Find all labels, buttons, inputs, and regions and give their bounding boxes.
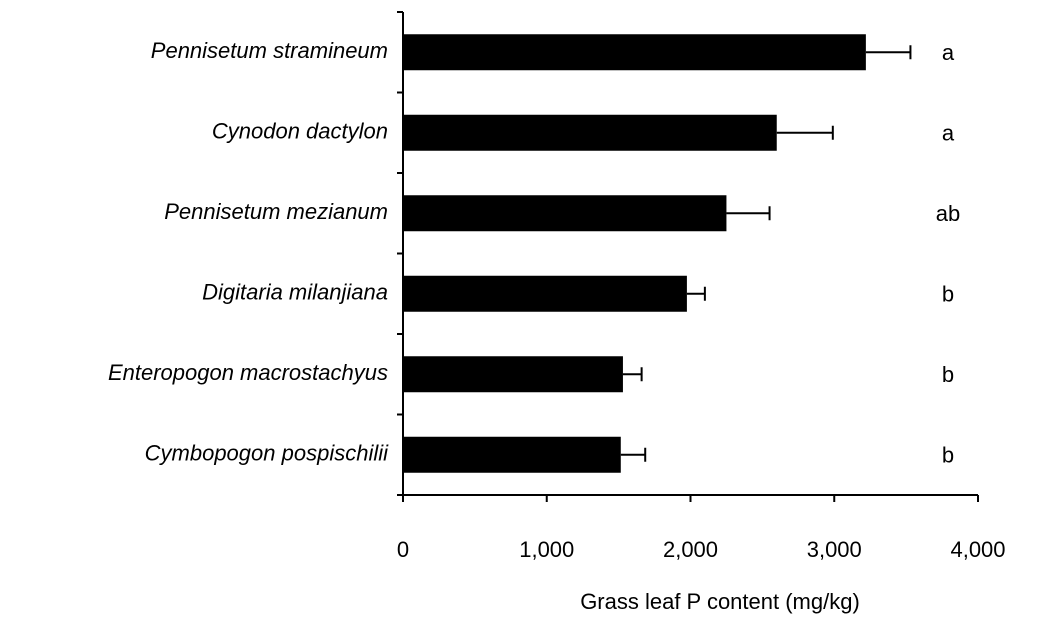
bar xyxy=(403,356,623,393)
bar xyxy=(403,114,777,151)
bar xyxy=(403,195,727,232)
x-tick-label: 2,000 xyxy=(663,537,718,562)
y-tick-label: Digitaria milanjiana xyxy=(202,280,388,305)
y-tick-label: Enteropogon macrostachyus xyxy=(108,360,388,385)
y-tick-label: Cymbopogon pospischilii xyxy=(145,441,389,466)
x-axis-title: Grass leaf P content (mg/kg) xyxy=(580,589,860,614)
bar xyxy=(403,275,687,312)
error-bar xyxy=(776,125,834,140)
error-bar xyxy=(620,447,647,462)
x-tick-label: 3,000 xyxy=(807,537,862,562)
error-bar xyxy=(686,286,706,301)
error-bar xyxy=(622,367,643,382)
significance-letter: b xyxy=(942,362,954,387)
y-tick-label: Pennisetum stramineum xyxy=(151,38,388,63)
significance-letter: a xyxy=(942,121,955,146)
bar xyxy=(403,436,621,473)
x-tick-label: 1,000 xyxy=(519,537,574,562)
x-tick-label: 0 xyxy=(397,537,409,562)
significance-letter: b xyxy=(942,282,954,307)
error-bar xyxy=(726,206,771,221)
significance-letter: ab xyxy=(936,201,960,226)
error-bar xyxy=(865,45,912,60)
significance-letter: b xyxy=(942,443,954,468)
significance-letter: a xyxy=(942,40,955,65)
y-tick-label: Cynodon dactylon xyxy=(212,119,388,144)
y-tick-label: Pennisetum mezianum xyxy=(164,199,388,224)
bar xyxy=(403,34,866,71)
x-tick-label: 4,000 xyxy=(950,537,1005,562)
